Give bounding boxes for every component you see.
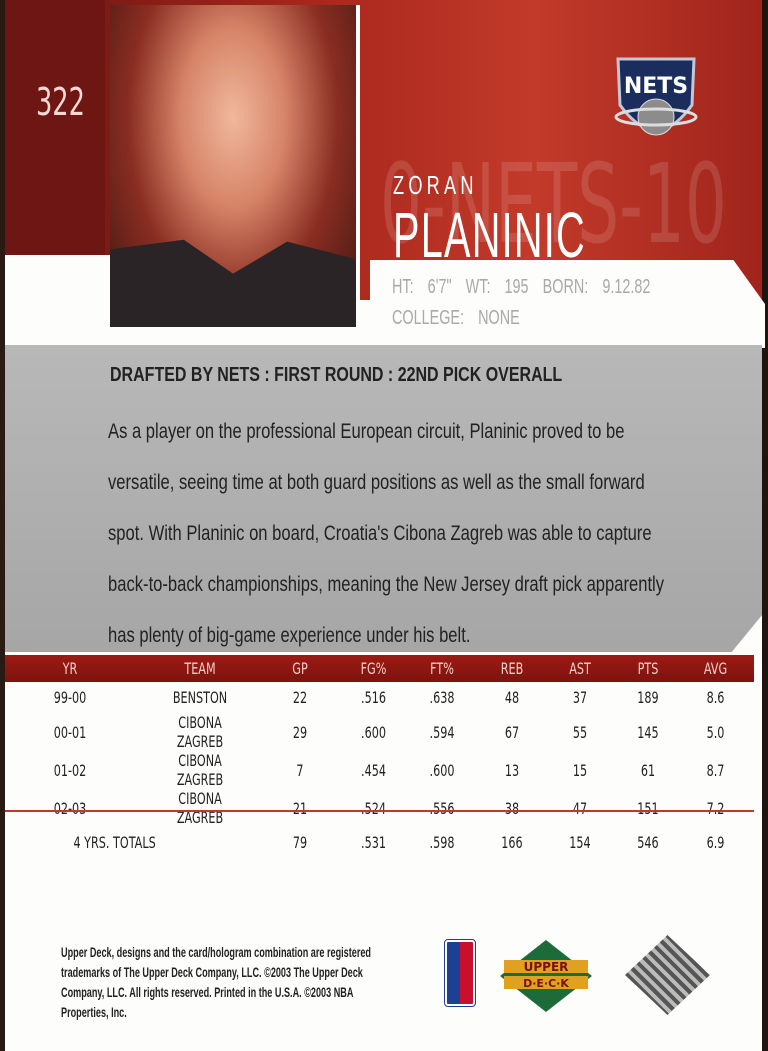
stats-cell: 61: [640, 760, 656, 780]
height: HT: 6'7": [392, 276, 452, 298]
stats-header-cell: AST: [569, 659, 591, 678]
stats-cell: CIBONA ZAGREB: [176, 789, 224, 827]
college: COLLEGE: NONE: [392, 307, 520, 329]
stats-cell: 01-02: [53, 760, 87, 780]
stats-cell: CIBONA ZAGREB: [176, 751, 224, 789]
stats-cell: 48: [504, 688, 520, 707]
hologram-icon: [625, 935, 710, 1015]
stats-header-cell: PTS: [637, 659, 659, 678]
white-corner: [5, 255, 110, 345]
player-first-name: ZORAN: [393, 170, 478, 200]
stats-table: YR TEAM GP FG% FT% REB AST PTS AVG 99-00 BENSTON 2…: [0, 655, 748, 858]
stats-header-cell: YR: [62, 659, 78, 678]
stats-cell: 55: [572, 722, 588, 742]
stats-totals-row: 4 YRS. TOTALS 79 .531 .598 166 154 546 6.9: [0, 827, 748, 858]
card-edge-right: [762, 0, 768, 1051]
stats-cell: .516: [361, 688, 386, 707]
stats-cell: .594: [429, 722, 455, 742]
stats-cell: 15: [572, 760, 588, 780]
stats-cell: 7.2: [706, 798, 725, 818]
stats-cell: 8.7: [706, 760, 725, 780]
stats-cell: 189: [637, 688, 659, 707]
stats-header-cell: FT%: [430, 659, 454, 678]
stats-cell: 02-03: [53, 798, 87, 818]
stats-cell: .454: [361, 760, 386, 780]
totals-divider: [5, 810, 754, 812]
stats-cell: 37: [572, 688, 588, 707]
totals-cell: 79: [292, 833, 308, 852]
stats-cell: 13: [504, 760, 520, 780]
stats-header-cell: AVG: [703, 659, 728, 678]
stats-cell: .600: [429, 760, 455, 780]
stats-cell: BENSTON: [172, 688, 228, 707]
stats-cell: 22: [292, 688, 308, 707]
stats-row: 01-02 CIBONA ZAGREB 7 .454 .600 13 15 61 8.7: [0, 751, 748, 789]
stats-header-row: YR TEAM GP FG% FT% REB AST PTS AVG: [0, 655, 748, 682]
stats-header-cell: TEAM: [184, 659, 216, 678]
upper-deck-logo-icon: UPPER D·E·C·K: [500, 940, 592, 1012]
stats-cell: .638: [429, 688, 455, 707]
totals-cell: 546: [637, 833, 659, 852]
stats-cell: 8.6: [706, 688, 725, 707]
totals-cell: .531: [361, 833, 386, 852]
stats-cell: 21: [292, 798, 308, 818]
stats-cell: 00-01: [53, 722, 87, 742]
stats-cell: .524: [361, 798, 386, 818]
deck-text: D·E·C·K: [523, 977, 569, 990]
stats-row: 00-01 CIBONA ZAGREB 29 .600 .594 67 55 145 5.0: [0, 713, 748, 751]
vitals-row: HT: 6'7" WT: 195 BORN: 9.12.82: [392, 276, 650, 299]
nba-logo-icon: [444, 939, 476, 1007]
logo-text: NETS: [624, 74, 688, 99]
draft-info: DRAFTED BY NETS : FIRST ROUND : 22ND PIC…: [110, 364, 563, 386]
stats-header-bar: [5, 655, 754, 682]
header-left-panel: [5, 0, 105, 255]
nets-logo-icon: NETS: [614, 57, 698, 136]
bio-text: As a player on the professional European…: [108, 420, 665, 647]
stats-header-cell: REB: [500, 659, 524, 678]
totals-cell: .598: [429, 833, 455, 852]
stats-header-cell: FG%: [360, 659, 387, 678]
bio-panel: [5, 345, 762, 652]
born: BORN: 9.12.82: [542, 276, 651, 298]
weight: WT: 195: [465, 276, 529, 298]
stats-row: 99-00 BENSTON 22 .516 .638 48 37 189 8.6: [0, 682, 748, 713]
stats-cell: 151: [637, 798, 659, 818]
stats-cell: 145: [637, 722, 659, 742]
card-number: 322: [36, 80, 85, 124]
stats-cell: 99-00: [53, 688, 87, 707]
player-last-name: PLANINIC: [393, 199, 586, 271]
stats-cell: 38: [504, 798, 520, 818]
stats-cell: CIBONA ZAGREB: [176, 713, 224, 751]
stats-cell: 29: [292, 722, 308, 742]
ghost-text: 0-NETS-10: [380, 140, 727, 268]
totals-cell: 6.9: [706, 833, 725, 852]
totals-cell: 166: [501, 833, 523, 852]
stats-cell: 5.0: [706, 722, 725, 742]
info-panel: [370, 260, 765, 348]
stats-cell: 47: [572, 798, 588, 818]
upper-text: UPPER: [524, 960, 569, 974]
totals-cell: 154: [569, 833, 591, 852]
totals-label: 4 YRS. TOTALS: [73, 833, 156, 852]
stats-cell: .600: [361, 722, 386, 742]
card-edge-left: [0, 0, 5, 1051]
stats-header-cell: GP: [292, 659, 308, 678]
stats-cell: 7: [296, 760, 304, 780]
stats-cell: 67: [504, 722, 520, 742]
legal-text: Upper Deck, designs and the card/hologra…: [61, 944, 371, 1020]
stats-row: 02-03 CIBONA ZAGREB 21 .524 .556 38 47 151 7.2: [0, 789, 748, 827]
stats-cell: .556: [429, 798, 455, 818]
